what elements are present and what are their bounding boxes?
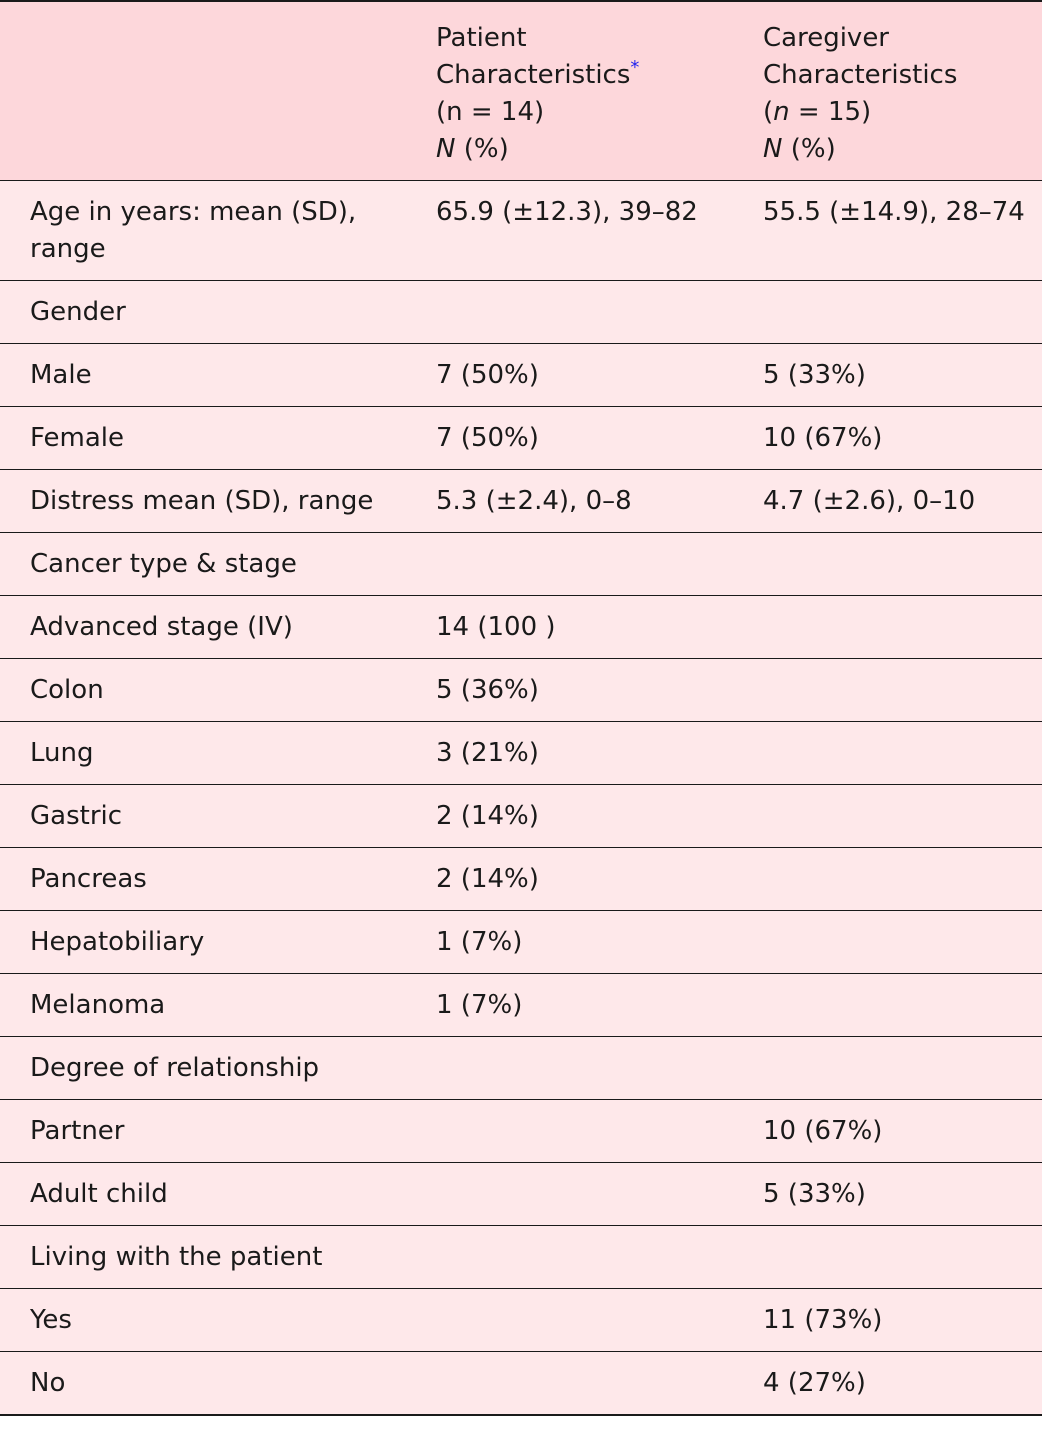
- row-patient-value: 7 (50%): [406, 406, 733, 470]
- row-patient-value: 5.3 (±2.4), 0–8: [406, 469, 733, 533]
- row-caregiver-value: 10 (67%): [733, 1099, 1042, 1163]
- row-caregiver-value: 55.5 (±14.9), 28–74: [733, 180, 1042, 281]
- row-label: Colon: [0, 658, 406, 722]
- table-row: Distress mean (SD), range 5.3 (±2.4), 0–8…: [0, 469, 1042, 533]
- row-caregiver-value: 4 (27%): [733, 1351, 1042, 1415]
- header-caregiver-unit-rest: (%): [782, 134, 836, 164]
- table-row: Partner 10 (67%): [0, 1099, 1042, 1163]
- row-caregiver-value: [733, 595, 1042, 659]
- row-caregiver-value: [733, 784, 1042, 848]
- row-label: Pancreas: [0, 847, 406, 911]
- row-caregiver-value: [733, 721, 1042, 785]
- row-label: Advanced stage (IV): [0, 595, 406, 659]
- row-patient-value: [406, 532, 733, 596]
- row-caregiver-value: [733, 532, 1042, 596]
- row-label: Cancer type & stage: [0, 532, 406, 596]
- header-patient-line1: Patient: [436, 23, 527, 53]
- table-body: Age in years: mean (SD), range 65.9 (±12.…: [0, 180, 1042, 1415]
- row-label: No: [0, 1351, 406, 1415]
- row-caregiver-value: [733, 1036, 1042, 1100]
- table-row: Pancreas 2 (14%): [0, 847, 1042, 911]
- header-empty-cell: [0, 1, 406, 181]
- row-label: Gastric: [0, 784, 406, 848]
- row-label: Gender: [0, 280, 406, 344]
- row-patient-value: [406, 1162, 733, 1226]
- footnote-mark[interactable]: *: [630, 57, 640, 78]
- row-patient-value: 1 (7%): [406, 910, 733, 974]
- table-row: Melanoma 1 (7%): [0, 973, 1042, 1037]
- table-header-row: Patient Characteristics* (n = 14) N (%) …: [0, 1, 1042, 181]
- row-caregiver-value: [733, 847, 1042, 911]
- row-label: Degree of relationship: [0, 1036, 406, 1100]
- row-caregiver-value: [733, 973, 1042, 1037]
- row-patient-value: 65.9 (±12.3), 39–82: [406, 180, 733, 281]
- row-caregiver-value: [733, 1225, 1042, 1289]
- table-row: Yes 11 (73%): [0, 1288, 1042, 1352]
- row-caregiver-value: 5 (33%): [733, 343, 1042, 407]
- row-label: Adult child: [0, 1162, 406, 1226]
- row-label: Female: [0, 406, 406, 470]
- header-caregiver: Caregiver Characteristics (n = 15) N (%): [733, 1, 1042, 181]
- table-row: Lung 3 (21%): [0, 721, 1042, 785]
- row-caregiver-value: 10 (67%): [733, 406, 1042, 470]
- table-row: Gender: [0, 280, 1042, 344]
- header-patient-n: (n = 14): [436, 97, 545, 127]
- row-patient-value: 2 (14%): [406, 784, 733, 848]
- row-patient-value: 2 (14%): [406, 847, 733, 911]
- row-label: Male: [0, 343, 406, 407]
- table-row: Adult child 5 (33%): [0, 1162, 1042, 1226]
- row-patient-value: [406, 1099, 733, 1163]
- table-row: Age in years: mean (SD), range 65.9 (±12.…: [0, 180, 1042, 281]
- row-label: Distress mean (SD), range: [0, 469, 406, 533]
- table-row: Hepatobiliary 1 (7%): [0, 910, 1042, 974]
- table-row: Female 7 (50%) 10 (67%): [0, 406, 1042, 470]
- row-patient-value: [406, 1351, 733, 1415]
- table-row: Gastric 2 (14%): [0, 784, 1042, 848]
- header-caregiver-line1: Caregiver: [763, 23, 890, 53]
- header-caregiver-n-prefix: (: [763, 97, 774, 127]
- header-patient: Patient Characteristics* (n = 14) N (%): [406, 1, 733, 181]
- header-caregiver-n-letter: n: [773, 97, 790, 127]
- row-label: Partner: [0, 1099, 406, 1163]
- row-label: Living with the patient: [0, 1225, 406, 1289]
- row-patient-value: [406, 1288, 733, 1352]
- row-patient-value: 3 (21%): [406, 721, 733, 785]
- header-caregiver-unit-letter: N: [763, 134, 783, 164]
- row-patient-value: 14 (100 ): [406, 595, 733, 659]
- header-caregiver-n: (n = 15): [763, 94, 1032, 131]
- row-label: Hepatobiliary: [0, 910, 406, 974]
- row-patient-value: 7 (50%): [406, 343, 733, 407]
- header-caregiver-unit: N (%): [763, 131, 1032, 168]
- header-patient-line2-wrap: Characteristics*: [436, 57, 723, 94]
- table-row: Living with the patient: [0, 1225, 1042, 1289]
- row-caregiver-value: 5 (33%): [733, 1162, 1042, 1226]
- header-patient-unit: N (%): [436, 131, 723, 168]
- table-row: Male 7 (50%) 5 (33%): [0, 343, 1042, 407]
- header-patient-unit-letter: N: [436, 134, 456, 164]
- row-label: Melanoma: [0, 973, 406, 1037]
- header-caregiver-n-rest: = 15): [789, 97, 872, 127]
- row-label: Lung: [0, 721, 406, 785]
- row-patient-value: [406, 280, 733, 344]
- row-caregiver-value: 11 (73%): [733, 1288, 1042, 1352]
- row-caregiver-value: [733, 910, 1042, 974]
- row-patient-value: 1 (7%): [406, 973, 733, 1037]
- row-patient-value: [406, 1225, 733, 1289]
- header-patient-line2: Characteristics: [436, 60, 631, 90]
- row-label: Age in years: mean (SD), range: [0, 180, 406, 281]
- table-row: Advanced stage (IV) 14 (100 ): [0, 595, 1042, 659]
- table-row: No 4 (27%): [0, 1351, 1042, 1415]
- table-row: Cancer type & stage: [0, 532, 1042, 596]
- row-patient-value: 5 (36%): [406, 658, 733, 722]
- table-row: Colon 5 (36%): [0, 658, 1042, 722]
- row-caregiver-value: 4.7 (±2.6), 0–10: [733, 469, 1042, 533]
- row-caregiver-value: [733, 280, 1042, 344]
- row-label: Yes: [0, 1288, 406, 1352]
- header-patient-unit-rest: (%): [455, 134, 509, 164]
- header-caregiver-line2: Characteristics: [763, 60, 958, 90]
- row-caregiver-value: [733, 658, 1042, 722]
- table-row: Degree of relationship: [0, 1036, 1042, 1100]
- row-patient-value: [406, 1036, 733, 1100]
